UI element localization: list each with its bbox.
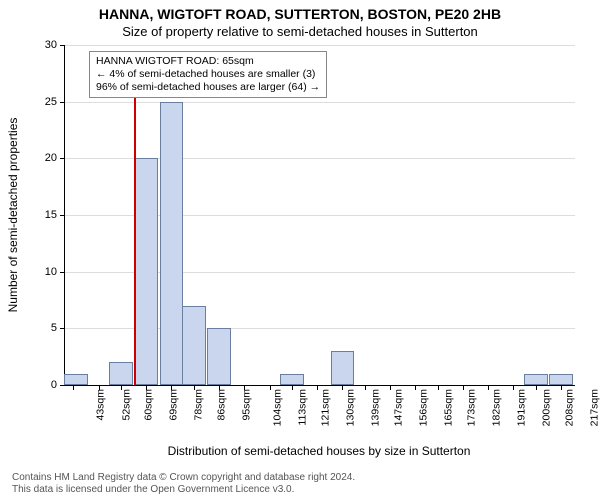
footer-attribution: Contains HM Land Registry data © Crown c… [12,472,588,496]
y-tick [60,215,65,216]
x-tick-label: 165sqm [443,389,455,426]
x-tick-label: 130sqm [345,389,357,426]
y-tick [60,328,65,329]
footer-line-1: Contains HM Land Registry data © Crown c… [12,472,588,484]
legend-box: HANNA WIGTOFT ROAD: 65sqm ← 4% of semi-d… [89,51,327,98]
y-tick-label: 20 [25,152,57,164]
x-tick-label: 86sqm [215,389,227,421]
x-tick-label: 182sqm [490,389,502,426]
x-axis-title: Distribution of semi-detached houses by … [64,444,574,458]
y-tick-label: 5 [25,322,57,334]
x-tick-label: 104sqm [272,389,284,426]
y-tick [60,102,65,103]
x-tick-label: 173sqm [465,389,477,426]
histogram-bar [109,362,133,385]
y-tick [60,272,65,273]
x-tick [292,385,293,390]
x-tick [536,385,537,390]
x-tick-label: 217sqm [588,389,600,426]
x-tick [438,385,439,390]
x-tick-label: 52sqm [120,389,132,421]
legend-line-2: ← 4% of semi-detached houses are smaller… [96,68,320,81]
chart-title-sub: Size of property relative to semi-detach… [0,24,600,39]
x-tick [561,385,562,390]
x-tick-label: 60sqm [143,389,155,421]
x-tick-label: 191sqm [515,389,527,426]
grid-line [65,45,575,46]
x-tick-label: 208sqm [563,389,575,426]
reference-line [134,86,136,385]
plot-area: HANNA WIGTOFT ROAD: 65sqm ← 4% of semi-d… [64,45,575,386]
x-tick [317,385,318,390]
x-tick [219,385,220,390]
legend-line-1: HANNA WIGTOFT ROAD: 65sqm [96,55,320,68]
x-tick [415,385,416,390]
x-tick [342,385,343,390]
x-tick [463,385,464,390]
y-tick-label: 25 [25,96,57,108]
x-tick-label: 95sqm [241,389,253,421]
y-tick-label: 0 [25,379,57,391]
y-axis-label: Number of semi-detached properties [6,45,22,385]
y-tick-label: 10 [25,266,57,278]
histogram-bar [524,374,548,385]
x-tick-label: 147sqm [392,389,404,426]
y-tick-label: 15 [25,209,57,221]
legend-line-3: 96% of semi-detached houses are larger (… [96,81,320,94]
histogram-bar [207,328,231,385]
histogram-bar [182,306,206,385]
x-tick [270,385,271,390]
histogram-bar [331,351,355,385]
x-tick [488,385,489,390]
x-tick [194,385,195,390]
y-tick-label: 30 [25,39,57,51]
histogram-bar [160,102,184,385]
x-tick [73,385,74,390]
x-tick [99,385,100,390]
histogram-bar [280,374,304,385]
chart-title-main: HANNA, WIGTOFT ROAD, SUTTERTON, BOSTON, … [0,6,600,22]
y-tick [60,158,65,159]
x-tick-label: 78sqm [193,389,205,421]
x-tick-label: 69sqm [168,389,180,421]
x-tick [390,385,391,390]
x-tick-label: 113sqm [296,389,308,426]
x-tick-label: 156sqm [417,389,429,426]
histogram-bar [64,374,88,385]
y-tick [60,45,65,46]
grid-line [65,102,575,103]
y-tick [60,385,65,386]
histogram-bar [134,158,158,385]
x-tick [244,385,245,390]
x-tick [513,385,514,390]
x-tick-label: 200sqm [541,389,553,426]
x-tick [171,385,172,390]
x-tick [121,385,122,390]
footer-line-2: This data is licensed under the Open Gov… [12,484,588,496]
x-tick-label: 43sqm [95,389,107,421]
x-tick [146,385,147,390]
histogram-bar [549,374,573,385]
x-tick-label: 121sqm [319,389,331,426]
x-tick-label: 139sqm [370,389,382,426]
x-tick [365,385,366,390]
